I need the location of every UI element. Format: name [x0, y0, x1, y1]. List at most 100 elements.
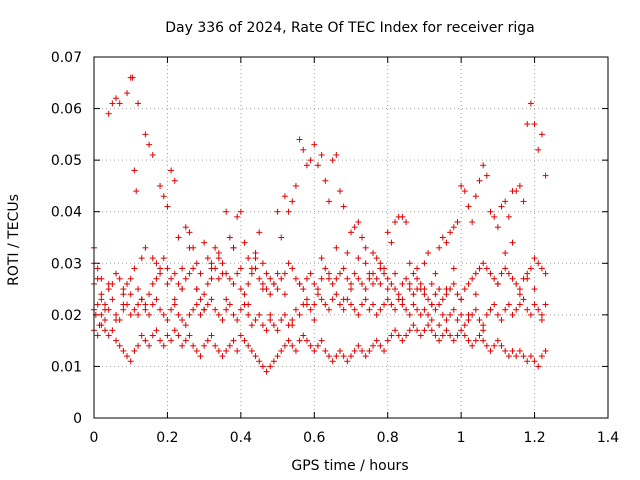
data-point [322, 301, 329, 308]
data-point [447, 229, 454, 236]
data-point [439, 332, 446, 339]
data-point [395, 332, 402, 339]
data-point [370, 249, 377, 256]
data-point [113, 95, 120, 102]
data-point [120, 347, 127, 354]
data-point [245, 301, 252, 308]
data-point [127, 358, 134, 365]
data-point [171, 296, 178, 303]
data-point [406, 280, 413, 287]
data-point [417, 311, 424, 318]
data-point [311, 280, 318, 287]
data-point [230, 337, 237, 344]
data-point [190, 342, 197, 349]
data-point [443, 317, 450, 324]
data-point [392, 219, 399, 226]
data-point [131, 347, 138, 354]
x-tick-label: 0.2 [156, 430, 178, 446]
data-point [175, 332, 182, 339]
data-point [267, 317, 274, 324]
data-point [267, 291, 274, 298]
data-point [461, 332, 468, 339]
data-point [432, 270, 439, 277]
data-point [384, 296, 391, 303]
data-point [270, 322, 277, 329]
data-point [208, 260, 215, 267]
data-point [259, 322, 266, 329]
data-point [333, 151, 340, 158]
data-point [153, 260, 160, 267]
data-point [186, 229, 193, 236]
data-point [439, 296, 446, 303]
x-tick-label: 0.8 [377, 430, 399, 446]
data-point [164, 265, 171, 272]
data-point [509, 311, 516, 318]
data-point [105, 280, 112, 287]
data-point [318, 296, 325, 303]
data-point [348, 286, 354, 293]
data-point [146, 291, 153, 298]
data-point [138, 255, 145, 262]
data-point [340, 203, 347, 210]
data-point [524, 270, 531, 277]
data-point [516, 347, 523, 354]
data-point [142, 244, 149, 251]
data-point [303, 162, 310, 169]
data-point [274, 286, 281, 293]
data-point [333, 275, 340, 282]
data-point [105, 332, 112, 339]
data-point [454, 291, 461, 298]
data-point [520, 198, 527, 205]
data-point [94, 275, 101, 282]
y-tick-label: 0.06 [51, 102, 82, 118]
data-point [120, 306, 127, 313]
data-point [241, 337, 248, 344]
data-point [237, 332, 244, 339]
data-point [366, 347, 373, 354]
data-point [344, 249, 351, 256]
data-point [325, 353, 332, 360]
data-point [421, 306, 428, 313]
data-point [267, 363, 274, 370]
data-point [458, 182, 465, 189]
data-point [516, 291, 523, 298]
data-point [516, 182, 523, 189]
data-point [201, 306, 208, 313]
data-point [102, 317, 109, 324]
data-point [204, 280, 211, 287]
data-point [135, 342, 142, 349]
data-point [355, 311, 362, 318]
data-point [311, 347, 318, 354]
data-point [314, 162, 321, 169]
data-point [289, 265, 296, 272]
data-point [472, 193, 479, 200]
data-point [447, 311, 454, 318]
data-point [124, 280, 131, 287]
data-point [454, 219, 461, 226]
data-point [142, 131, 149, 138]
data-point [259, 260, 266, 267]
data-point [340, 306, 347, 313]
data-point [267, 311, 274, 318]
data-point [149, 151, 156, 158]
data-point [212, 265, 219, 272]
data-point [325, 270, 332, 277]
data-point [531, 358, 538, 365]
data-point [421, 327, 428, 334]
plot-frame [93, 56, 609, 419]
data-point [399, 213, 406, 220]
data-point [248, 270, 255, 277]
data-point [509, 275, 516, 282]
data-point [465, 337, 472, 344]
data-point [133, 188, 140, 195]
data-point [527, 353, 534, 360]
data-point [270, 280, 277, 287]
data-point [281, 342, 288, 349]
data-point [311, 317, 318, 324]
data-point [436, 322, 443, 329]
data-point [171, 177, 178, 184]
data-point [403, 332, 410, 339]
data-point [432, 332, 439, 339]
data-point [256, 275, 263, 282]
data-point [410, 301, 417, 308]
